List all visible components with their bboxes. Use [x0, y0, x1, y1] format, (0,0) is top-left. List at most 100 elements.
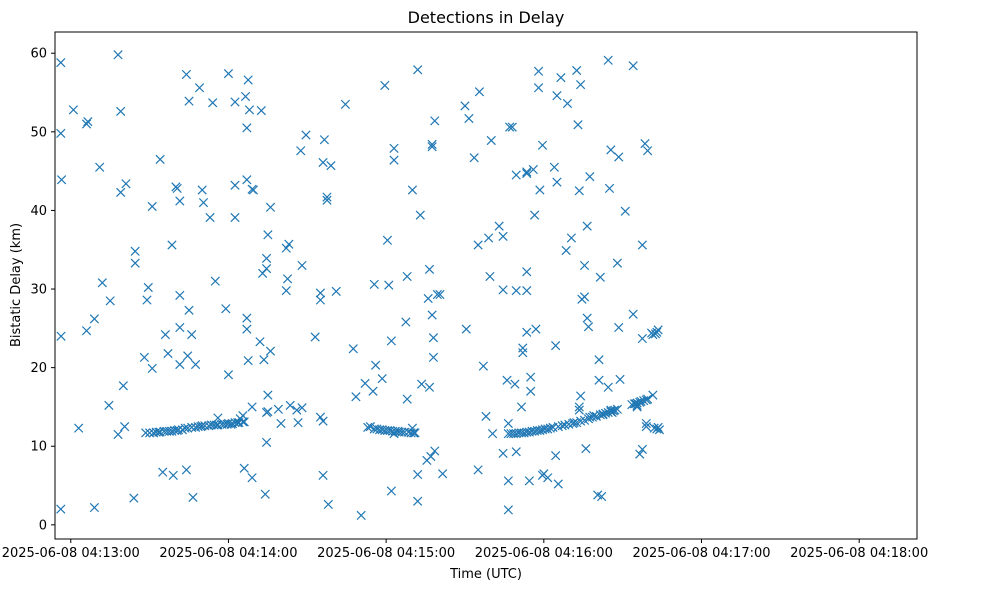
data-point [230, 97, 240, 107]
data-point [68, 105, 79, 115]
data-point [389, 143, 399, 153]
data-point [549, 162, 559, 172]
x-tick-label: 2025-06-08 04:13:00 [2, 546, 140, 561]
data-point [370, 360, 381, 370]
data-point [83, 116, 93, 127]
data-point [415, 210, 425, 220]
data-point [129, 493, 139, 503]
data-point [256, 105, 266, 116]
data-point [551, 451, 561, 461]
data-point [562, 98, 573, 109]
data-point [615, 374, 625, 385]
data-point [427, 139, 437, 150]
data-point [158, 467, 168, 477]
data-point [556, 72, 566, 83]
data-point [261, 407, 272, 418]
data-point [175, 196, 185, 206]
data-point [377, 374, 387, 384]
data-point [430, 446, 440, 456]
data-point [594, 355, 604, 365]
data-point [545, 423, 556, 433]
data-point [194, 83, 205, 93]
data-point [81, 326, 92, 336]
y-tick-label: 20 [30, 361, 47, 376]
data-point [318, 416, 328, 426]
data-point [242, 175, 252, 185]
data-point [95, 162, 105, 172]
data-point [553, 479, 563, 489]
data-point [175, 322, 185, 333]
data-point [413, 496, 423, 506]
y-tick-label: 60 [30, 47, 47, 62]
data-point [503, 418, 513, 429]
y-tick-label: 40 [30, 204, 47, 219]
data-point [432, 289, 443, 300]
data-point [505, 122, 515, 132]
data-point [410, 428, 420, 438]
data-point [522, 267, 532, 277]
data-point [230, 180, 240, 190]
data-point [261, 253, 272, 264]
data-point [531, 324, 541, 334]
data-point [503, 505, 513, 515]
data-point [205, 212, 215, 223]
data-point [118, 381, 128, 391]
x-axis-label: Time (UTC) [449, 567, 522, 582]
plot-frame [54, 31, 918, 540]
data-point [579, 292, 590, 302]
data-point [637, 240, 647, 250]
data-point [244, 105, 255, 115]
data-point [640, 138, 650, 149]
y-tick-label: 50 [30, 125, 47, 140]
data-point [97, 278, 107, 288]
data-point [319, 135, 329, 145]
data-point [603, 407, 613, 418]
data-point [139, 352, 149, 363]
data-point [181, 465, 192, 475]
data-point [116, 106, 126, 117]
x-tick-label: 2025-06-08 04:16:00 [475, 546, 613, 561]
x-tick-label: 2025-06-08 04:14:00 [159, 546, 297, 561]
data-point [416, 379, 427, 389]
data-point [424, 382, 435, 392]
data-point [340, 99, 351, 109]
data-point [427, 310, 437, 320]
data-point [572, 65, 582, 76]
data-point [469, 153, 479, 163]
data-point [502, 375, 512, 385]
data-point [368, 386, 378, 396]
x-axis: 2025-06-08 04:13:00 2025-06-08 04:14:00 20… [2, 539, 928, 561]
data-point [587, 412, 598, 422]
data-point [155, 154, 165, 164]
data-point [297, 260, 307, 271]
data-point [238, 417, 248, 427]
data-point [643, 146, 653, 156]
data-point [629, 399, 640, 409]
data-point [522, 327, 532, 337]
data-point [247, 473, 257, 483]
data-point [386, 486, 397, 496]
data-point [382, 235, 393, 245]
data-point [187, 330, 197, 340]
data-point [460, 101, 470, 111]
data-point [113, 50, 123, 60]
data-point [511, 447, 521, 457]
data-point [183, 423, 193, 433]
data-point [223, 69, 234, 79]
data-point [315, 412, 326, 422]
data-point [423, 293, 433, 304]
data-point [486, 135, 496, 146]
data-point [89, 314, 100, 324]
data-point [649, 423, 659, 433]
data-point [315, 288, 326, 298]
data-point [260, 489, 270, 499]
data-point [552, 91, 562, 101]
data-point [424, 264, 435, 275]
data-point [543, 473, 553, 483]
data-point [641, 418, 651, 429]
data-point [526, 372, 536, 382]
data-point [597, 491, 607, 502]
data-point [172, 183, 182, 194]
data-point [494, 221, 504, 231]
data-point [197, 185, 207, 195]
